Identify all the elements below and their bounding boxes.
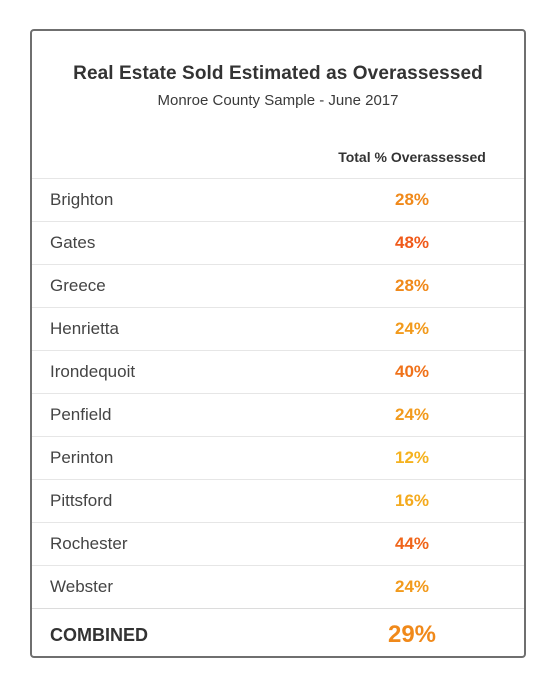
- table-row: Irondequoit 40%: [32, 350, 524, 393]
- row-value: 44%: [394, 534, 430, 553]
- table-row: Webster 24%: [32, 565, 524, 608]
- row-name: Penfield: [50, 405, 112, 424]
- row-name: Pittsford: [50, 491, 113, 510]
- row-value: 28%: [394, 276, 430, 295]
- row-name: Gates: [50, 233, 96, 252]
- combined-value: 29%: [387, 621, 437, 648]
- row-value: 16%: [394, 491, 430, 510]
- column-header: Total % Overassessed: [338, 149, 486, 165]
- row-value: 24%: [394, 405, 430, 424]
- row-value: 24%: [394, 577, 430, 596]
- table-row: Penfield 24%: [32, 393, 524, 436]
- row-name: Brighton: [50, 190, 114, 209]
- row-name: Irondequoit: [50, 362, 136, 381]
- table-rows: Brighton 28% Gates 48% Greece 28% Henrietta 24%…: [32, 178, 524, 608]
- combined-label: COMBINED: [50, 625, 148, 645]
- row-name: Webster: [50, 577, 113, 596]
- combined-row: COMBINED 29%: [32, 608, 524, 656]
- row-value: 48%: [394, 233, 430, 252]
- row-value: 40%: [394, 362, 430, 381]
- row-value: 12%: [394, 448, 430, 467]
- row-name: Rochester: [50, 534, 128, 553]
- table-card: Real Estate Sold Estimated as Overassess…: [30, 29, 526, 658]
- table-row: Gates 48%: [32, 221, 524, 264]
- row-value: 24%: [394, 319, 430, 338]
- table-row: Pittsford 16%: [32, 479, 524, 522]
- table-row: Henrietta 24%: [32, 307, 524, 350]
- chart-title: Real Estate Sold Estimated as Overassess…: [73, 63, 483, 84]
- row-value: 28%: [394, 190, 430, 209]
- chart-subtitle: Monroe County Sample - June 2017: [157, 92, 399, 109]
- row-name: Perinton: [50, 448, 114, 467]
- row-name: Greece: [50, 276, 106, 295]
- table-row: Perinton 12%: [32, 436, 524, 479]
- table-row: Rochester 44%: [32, 522, 524, 565]
- table-row: Brighton 28%: [32, 178, 524, 221]
- row-name: Henrietta: [50, 319, 119, 338]
- table-row: Greece 28%: [32, 264, 524, 307]
